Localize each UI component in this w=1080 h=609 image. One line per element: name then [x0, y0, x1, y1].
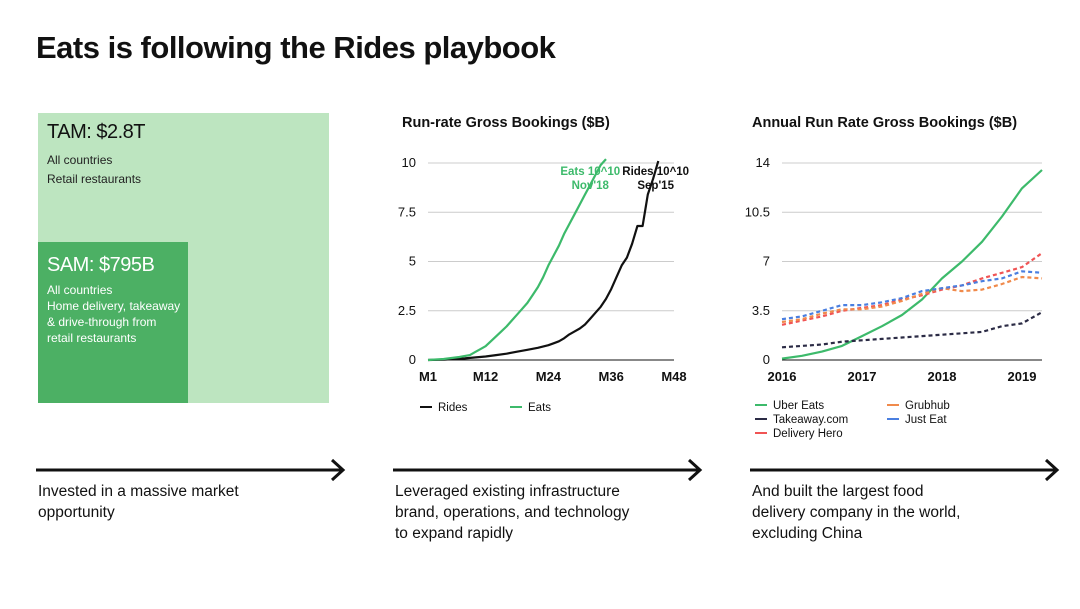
legend-swatch	[887, 403, 899, 406]
legend-swatch	[755, 431, 767, 434]
chart2-annual-gross-bookings: 0 3.5 7 10.5 14 2016 2017 2018 2019	[745, 155, 1043, 384]
x-tick-label: M24	[536, 369, 562, 384]
y-tick-label: 0	[763, 352, 770, 367]
legend-item-just-eat: Just Eat	[887, 414, 947, 426]
page-title: Eats is following the Rides playbook	[36, 30, 556, 65]
y-tick-label: 3.5	[752, 303, 770, 318]
series-line-grubhub	[781, 275, 1043, 324]
annotation-line: Sep'15	[637, 180, 674, 192]
legend-label: Rides	[438, 402, 468, 414]
tam-description: All countries Retail restaurants	[47, 151, 141, 189]
x-tick-label: 2016	[768, 369, 797, 384]
x-tick-label: M1	[419, 369, 437, 384]
series-line-eats	[427, 158, 607, 362]
x-tick-label: M48	[661, 369, 686, 384]
legend-label: Delivery Hero	[773, 428, 843, 440]
x-tick-label: 2018	[928, 369, 957, 384]
sam-line: All countries	[47, 283, 113, 297]
legend-swatch	[420, 405, 432, 408]
legend-item-eats: Eats	[510, 402, 551, 414]
legend-label: Just Eat	[905, 414, 947, 426]
series-line-just-eat	[781, 270, 1043, 321]
caption-largest-company: And built the largest food delivery comp…	[752, 483, 961, 542]
sam-line: Home delivery, takeaway & drive-through …	[47, 299, 181, 345]
y-tick-label: 7.5	[398, 204, 416, 219]
caption-market-opportunity: Invested in a massive market opportunity	[38, 483, 239, 521]
tam-line: Retail restaurants	[47, 172, 142, 186]
caption-expand-rapidly: Leveraged existing infrastructure brand,…	[395, 483, 630, 542]
annotation-label: Rides 10^10 Sep'15	[622, 166, 689, 192]
sam-heading: SAM: $795B	[47, 254, 155, 276]
sam-description: All countries Home delivery, takeaway & …	[47, 282, 182, 346]
annotation-line: Nov'18	[572, 180, 610, 192]
legend-swatch	[887, 417, 899, 420]
legend-label: Uber Eats	[773, 400, 825, 412]
y-tick-label: 14	[756, 155, 770, 170]
annotation-line: Eats 10^10	[560, 166, 620, 178]
y-tick-label: 10	[402, 155, 416, 170]
x-tick-label: M12	[473, 369, 498, 384]
series-line-uber-eats	[781, 169, 1043, 360]
legend-label: Grubhub	[905, 400, 950, 412]
annotation-line: Rides 10^10	[622, 166, 689, 178]
chart2-title: Annual Run Rate Gross Bookings ($B)	[752, 115, 1018, 131]
annotation-label: Eats 10^10 Nov'18	[560, 166, 620, 192]
legend-item-uber-eats: Uber Eats	[755, 400, 824, 412]
x-tick-label: 2019	[1008, 369, 1037, 384]
chart1-title: Run-rate Gross Bookings ($B)	[402, 115, 610, 131]
legend-label: Takeaway.com	[773, 414, 849, 426]
y-tick-label: 2.5	[398, 303, 416, 318]
legend-item-takeaway: Takeaway.com	[755, 414, 848, 426]
legend-label: Eats	[528, 402, 552, 414]
y-tick-label: 0	[409, 352, 416, 367]
chart1-runrate-gross-bookings: 0 2.5 5 7.5 10 M1 M12 M24 M36 M48 Eats 10^10 Nov'18…	[398, 155, 689, 384]
y-tick-label: 7	[763, 254, 770, 269]
series-line-takeaway-com	[781, 311, 1043, 349]
arrow-2	[393, 458, 703, 482]
tam-line: All countries	[47, 153, 113, 167]
series-line-rides	[427, 160, 660, 362]
legend-item-grubhub: Grubhub	[887, 400, 950, 412]
chart1-legend: Rides Eats	[420, 402, 620, 418]
legend-swatch	[755, 403, 767, 406]
legend-swatch	[510, 405, 522, 408]
y-tick-label: 5	[409, 254, 416, 269]
chart2-legend: Uber Eats Takeaway.com Delivery Hero Gru…	[755, 400, 1015, 446]
arrow-1	[36, 458, 346, 482]
legend-item-delivery-hero: Delivery Hero	[755, 428, 843, 440]
sam-box: SAM: $795B All countries Home delivery, …	[38, 242, 188, 403]
x-tick-label: M36	[599, 369, 624, 384]
x-tick-label: 2017	[848, 369, 877, 384]
legend-item-rides: Rides	[420, 402, 467, 414]
arrow-3	[750, 458, 1060, 482]
tam-heading: TAM: $2.8T	[47, 121, 146, 143]
y-tick-label: 10.5	[745, 204, 770, 219]
legend-swatch	[755, 417, 767, 420]
series-line-delivery-hero	[781, 252, 1043, 326]
